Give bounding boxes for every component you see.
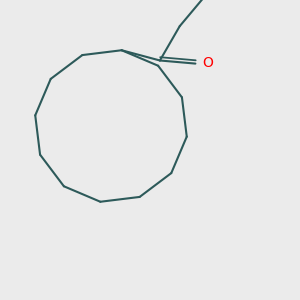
Text: O: O [202, 56, 213, 70]
